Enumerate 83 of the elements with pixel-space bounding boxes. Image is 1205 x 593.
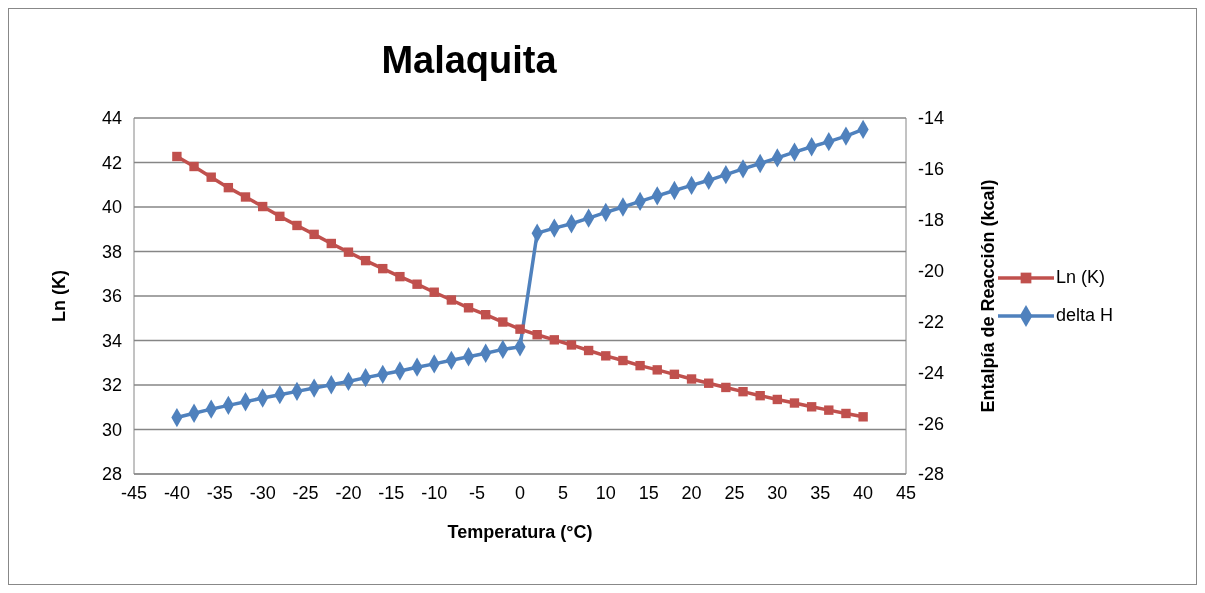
point <box>721 382 731 393</box>
y-tick-label: 42 <box>101 152 122 173</box>
point <box>806 402 817 412</box>
point <box>360 255 371 266</box>
point <box>395 271 405 282</box>
x-tick-label: -45 <box>120 482 148 503</box>
x-tick-label: 35 <box>810 482 831 503</box>
point <box>480 309 491 320</box>
y-tick-label: 30 <box>101 419 122 440</box>
legend-label: Ln (K) <box>1056 267 1106 288</box>
x-tick-label: -40 <box>163 482 190 503</box>
point <box>686 374 697 384</box>
y2-tick-label: -16 <box>918 159 945 180</box>
point <box>343 247 354 257</box>
y2-axis-title: Entalpía de Reacción (kcal) <box>978 179 999 413</box>
point <box>326 238 336 249</box>
x-tick-label: -25 <box>292 482 319 503</box>
point <box>309 229 319 240</box>
point <box>652 365 662 375</box>
y-tick-label: 34 <box>101 330 122 351</box>
point <box>223 182 234 193</box>
y-tick-label: 32 <box>101 375 122 396</box>
x-tick-label: -30 <box>249 482 276 503</box>
x-axis-title: Temperatura (°C) <box>447 522 593 542</box>
x-tick-label: -10 <box>421 482 448 503</box>
point <box>841 408 851 419</box>
point <box>515 324 525 334</box>
y2-tick-label: -24 <box>918 362 945 383</box>
y2-tick-label: -18 <box>918 210 945 231</box>
point <box>292 220 302 231</box>
point <box>275 211 285 222</box>
point <box>789 398 800 408</box>
point <box>738 386 748 397</box>
legend-label: delta H <box>1056 305 1114 326</box>
y-tick-label: 44 <box>101 108 122 129</box>
y-axis-title: Ln (K) <box>49 270 70 322</box>
point <box>549 335 560 345</box>
x-tick-label: 0 <box>514 482 526 503</box>
y-tick-label: 28 <box>101 464 122 485</box>
point <box>189 161 199 172</box>
point <box>206 172 216 182</box>
x-tick-label: 30 <box>767 482 788 503</box>
x-tick-label: -35 <box>206 482 233 503</box>
x-tick-label: 45 <box>895 482 917 503</box>
point <box>601 351 611 361</box>
point <box>172 151 182 162</box>
point <box>704 378 714 388</box>
y-tick-label: 40 <box>101 197 122 218</box>
point <box>240 192 251 202</box>
point <box>824 405 834 415</box>
x-tick-label: -5 <box>469 482 486 503</box>
x-tick-label: 5 <box>557 482 568 503</box>
point <box>463 303 474 313</box>
point <box>583 345 594 356</box>
point <box>429 287 439 297</box>
x-tick-label: 20 <box>681 482 702 503</box>
point <box>755 390 765 401</box>
y2-tick-label: -22 <box>918 311 945 332</box>
point <box>498 317 508 327</box>
x-tick-label: -15 <box>378 482 405 503</box>
point <box>257 201 268 212</box>
point <box>669 369 680 380</box>
chart-title: Malaquita <box>380 39 558 82</box>
point <box>378 263 388 274</box>
point <box>446 295 457 305</box>
x-tick-label: 25 <box>724 482 745 503</box>
x-tick-label: -20 <box>335 482 362 503</box>
point <box>412 279 422 289</box>
x-tick-label: 40 <box>853 482 874 503</box>
point <box>772 394 783 405</box>
y-tick-label: 38 <box>101 241 122 262</box>
point <box>532 330 542 340</box>
point <box>566 340 577 350</box>
y-tick-label: 36 <box>101 286 122 307</box>
y2-tick-label: -14 <box>918 108 945 129</box>
y2-tick-label: -28 <box>918 464 945 485</box>
point <box>618 355 628 366</box>
point <box>635 360 645 371</box>
y2-tick-label: -26 <box>918 413 945 434</box>
y2-tick-label: -20 <box>918 260 945 281</box>
x-tick-label: 15 <box>638 482 659 503</box>
x-tick-label: 10 <box>595 482 616 503</box>
point <box>858 412 868 422</box>
